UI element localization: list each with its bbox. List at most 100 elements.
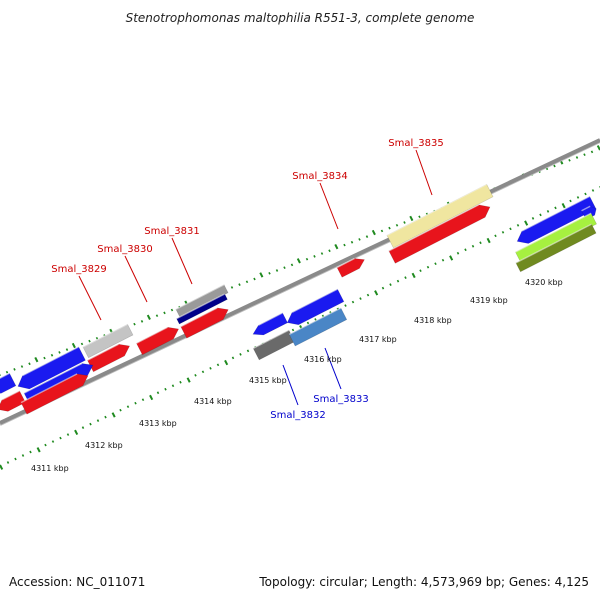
feature-highlight <box>386 183 487 236</box>
minor-tick <box>395 223 399 227</box>
major-tick <box>371 229 376 236</box>
minor-tick <box>501 230 505 234</box>
minor-tick <box>568 158 571 162</box>
minor-tick <box>396 279 400 283</box>
feature-tracks <box>0 183 597 415</box>
minor-tick <box>313 255 316 258</box>
feature-arrow <box>336 257 365 278</box>
minor-tick <box>44 443 47 447</box>
minor-tick <box>575 156 579 159</box>
minor-tick <box>119 408 122 412</box>
minor-tick <box>155 314 159 318</box>
minor-tick <box>328 249 331 253</box>
major-tick <box>449 255 454 261</box>
label-leader-line <box>319 182 339 230</box>
minor-tick <box>179 380 182 384</box>
gene-label: Smal_3833 <box>313 394 368 405</box>
scale-label: 4319 kbp <box>470 296 508 305</box>
minor-tick <box>306 321 310 325</box>
minor-tick <box>403 221 406 224</box>
feature-arrow <box>136 326 180 356</box>
minor-tick <box>344 304 347 307</box>
minor-tick <box>358 238 361 241</box>
minor-tick <box>359 297 362 300</box>
minor-tick <box>516 223 520 227</box>
gene-label: Smal_3831 <box>144 226 199 237</box>
minor-tick <box>351 300 355 304</box>
minor-tick <box>28 362 31 366</box>
feature-highlight <box>252 329 290 349</box>
minor-tick <box>80 342 84 346</box>
major-tick <box>0 464 4 470</box>
backbone <box>0 138 600 426</box>
scale-labels: 4311 kbp 4312 kbp 4313 kbp 4314 kbp 4315 kbp… <box>31 278 563 473</box>
minor-tick <box>305 257 309 261</box>
major-tick <box>36 447 41 453</box>
minor-tick <box>66 433 70 436</box>
label-leader-line <box>171 237 193 285</box>
minor-tick <box>163 311 166 315</box>
minor-tick <box>230 286 234 289</box>
minor-tick <box>531 217 535 220</box>
feature-highlight <box>581 205 591 212</box>
minor-tick <box>343 243 346 247</box>
feature-highlight <box>288 307 342 336</box>
minor-tick <box>388 226 391 230</box>
minor-tick <box>126 405 130 409</box>
minor-tick <box>268 271 271 275</box>
major-tick <box>524 220 529 226</box>
gene-label: Smal_3835 <box>388 138 443 149</box>
minor-tick <box>426 265 430 269</box>
feature-arrow <box>388 204 491 264</box>
minor-tick <box>546 210 550 213</box>
feature-highlight <box>515 223 592 264</box>
minor-tick <box>471 244 475 248</box>
backbone-line <box>0 138 600 425</box>
label-leader-line <box>78 275 102 321</box>
feature-highlight <box>22 346 79 377</box>
feature-highlight <box>23 362 83 394</box>
minor-tick <box>419 269 422 273</box>
feature-arrow <box>0 372 17 394</box>
major-tick <box>224 359 229 366</box>
major-tick <box>296 258 301 264</box>
minor-tick <box>283 266 286 270</box>
minor-tick <box>231 356 235 360</box>
minor-tick <box>13 368 16 371</box>
minor-tick <box>591 189 595 192</box>
gene-label: Smal_3829 <box>51 264 106 275</box>
minor-tick <box>171 384 175 388</box>
minor-tick <box>590 150 594 154</box>
minor-tick <box>583 153 586 157</box>
minor-tick <box>245 280 249 284</box>
feature-arrow <box>286 288 345 326</box>
map-title: Stenotrophomonas maltophilia R551-3, com… <box>126 11 475 25</box>
major-tick <box>186 377 191 383</box>
major-tick <box>486 237 491 244</box>
minor-tick <box>509 227 512 231</box>
major-tick <box>259 272 264 278</box>
feature-highlight <box>82 323 128 348</box>
feature-arrow <box>180 307 229 339</box>
minor-tick <box>246 349 250 353</box>
gene-label: Smal_3834 <box>292 171 347 182</box>
feature-highlight <box>87 343 119 361</box>
minor-tick <box>133 322 136 326</box>
minor-tick <box>290 263 294 267</box>
major-tick <box>374 290 379 296</box>
feature-arrow <box>252 312 288 336</box>
feature-highlight <box>336 257 355 269</box>
feature-highlight <box>521 195 590 232</box>
major-tick <box>34 356 39 363</box>
feature-arrow <box>515 212 597 264</box>
major-tick <box>74 429 79 436</box>
genome-summary-text: Topology: circular; Length: 4,573,969 bp… <box>258 575 589 589</box>
minor-tick <box>275 269 279 272</box>
minor-tick <box>6 461 10 464</box>
major-tick <box>71 342 76 349</box>
minor-tick <box>43 356 46 360</box>
feature-highlight <box>1 390 20 401</box>
minor-tick <box>14 457 17 461</box>
minor-tick <box>239 353 242 356</box>
